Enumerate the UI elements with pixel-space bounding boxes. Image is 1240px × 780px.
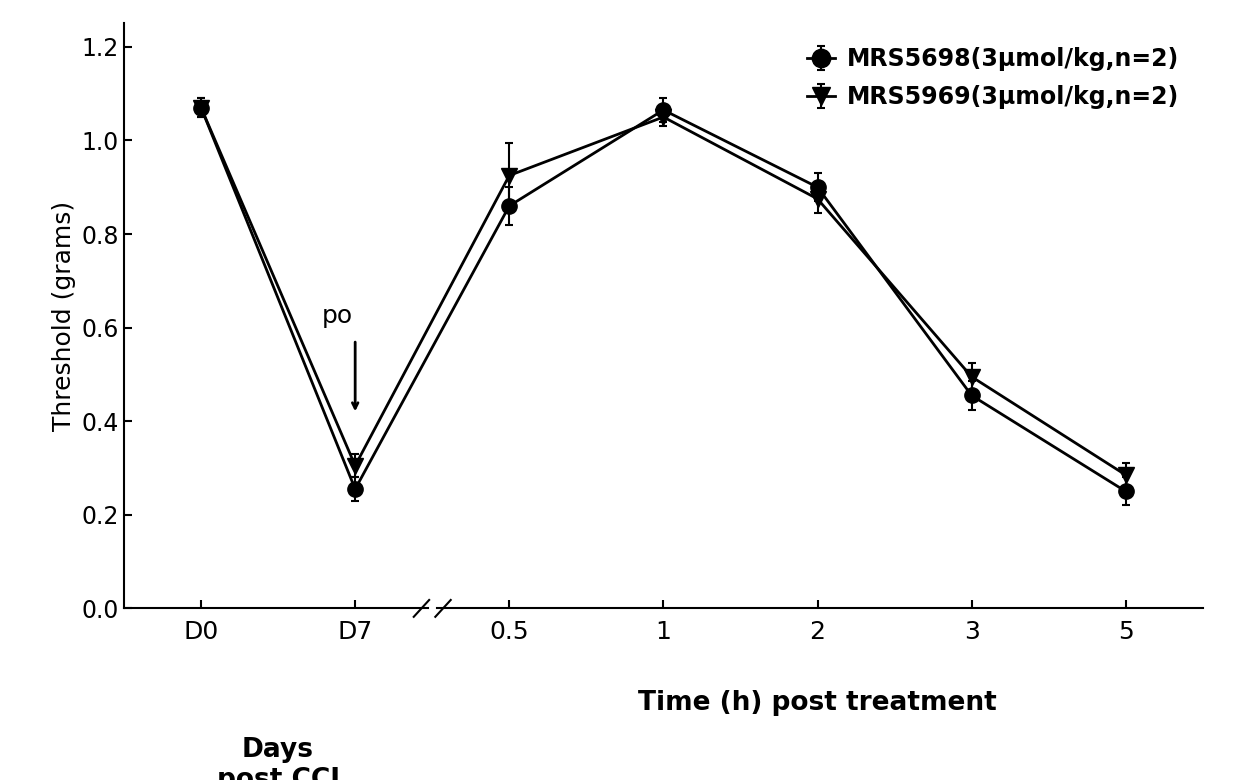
Y-axis label: Threshold (grams): Threshold (grams) (52, 200, 76, 431)
Text: Days
post CCI: Days post CCI (217, 737, 340, 780)
Text: Time (h) post treatment: Time (h) post treatment (639, 690, 997, 716)
Legend: MRS5698(3μmol/kg,n=2), MRS5969(3μmol/kg,n=2): MRS5698(3μmol/kg,n=2), MRS5969(3μmol/kg,… (795, 35, 1190, 121)
Text: po: po (321, 304, 352, 328)
